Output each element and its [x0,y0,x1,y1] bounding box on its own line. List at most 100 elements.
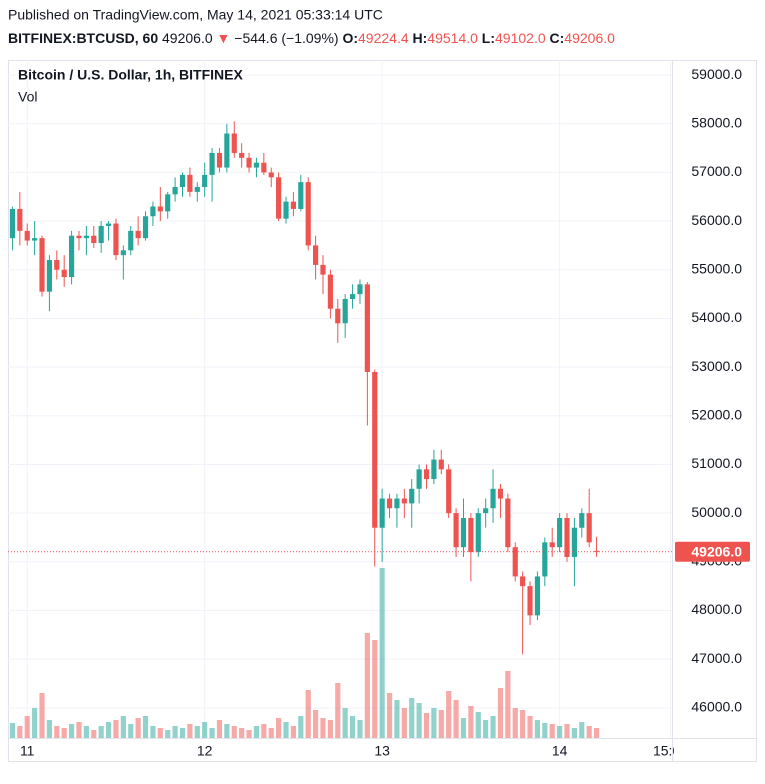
candle-body [379,498,385,528]
volume-bar [357,720,363,738]
volume-bar [246,730,252,738]
candle-body [32,238,38,241]
candle-body [253,162,260,168]
candle-body [564,518,570,557]
volume-bar [460,718,467,738]
candle-body [261,162,267,173]
candle-body [150,206,156,217]
volume-bar [290,726,297,738]
candle-body [290,201,297,209]
volume-bar [386,693,393,738]
volume-bar [98,726,104,738]
candle-body [313,245,319,265]
candle-body [453,513,459,548]
candle-body [342,298,348,324]
candle-body [327,274,333,309]
volume-bar [46,720,52,738]
volume-bar [165,730,171,738]
candle-body [9,208,16,239]
candle-body [483,508,489,514]
change: −544.6 (−1.09%) [234,30,338,46]
open-value: 49224.4 [358,30,409,46]
candle-body [475,513,481,553]
y-tick-label: 59000.0 [691,66,742,82]
candle-body [401,498,407,504]
candle-body [557,518,563,548]
close-value: 49206.0 [564,30,615,46]
volume-bar [209,728,215,738]
candle-body [431,459,437,480]
volume-bar [423,713,430,738]
volume-bar [83,726,89,738]
x-tick-label: 15:00 [653,743,688,759]
volume-bar [69,724,75,738]
candle-body [165,194,171,212]
symbol: BITFINEX:BTCUSD, 60 [8,30,158,46]
volume-bar [128,724,134,738]
candle-body [586,513,592,543]
volume-bar [157,728,163,738]
candle-body [320,264,326,275]
candle-body [120,250,126,256]
candle-body [91,235,97,244]
volume-bar [379,568,385,738]
volume-bar [394,700,400,738]
candle-body [98,225,104,244]
candle-body [157,206,163,212]
candle-layer [8,121,672,655]
volume-bar [342,708,348,738]
candle-body [283,201,289,219]
candle-body [446,469,452,514]
y-tick-label: 54000.0 [691,309,742,325]
candle-body [305,182,311,246]
time-axis: 11 12 13 14 15:00 [20,743,688,759]
volume-bar [172,726,178,738]
candle-body [187,174,193,192]
volume-bar [349,716,356,738]
volume-bar [298,716,304,738]
volume-label: Vol [18,89,37,105]
y-tick-label: 58000.0 [691,114,742,130]
candle-body [460,518,467,548]
candle-body [409,488,415,504]
x-tick-label: 11 [20,743,35,759]
y-tick-label: 53000.0 [691,358,742,374]
candle-body [372,371,378,528]
candle-body [490,488,496,509]
volume-bar [24,716,30,738]
volume-bar [135,718,141,738]
high-label: H: [413,30,428,46]
candle-body [497,488,504,499]
volume-bar [54,726,60,738]
candle-body [542,542,548,577]
volume-bar [17,726,23,738]
candle-body [216,152,223,168]
volume-bar [446,691,452,738]
volume-bar [416,703,422,738]
volume-bar [113,720,119,738]
volume-bar [76,722,82,738]
candle-body [105,223,112,226]
candle-body [76,235,82,239]
volume-bar [91,730,97,738]
volume-bar [571,728,577,738]
y-tick-label: 50000.0 [691,504,742,520]
volume-bar [438,710,444,738]
volume-bar [231,726,237,738]
volume-bar [179,728,186,738]
volume-bar [490,716,496,738]
candle-body [527,586,533,616]
y-tick-label: 55000.0 [691,260,742,276]
candle-body [17,208,23,231]
x-tick-label: 13 [374,743,390,759]
candle-body [549,542,555,548]
candle-body [349,294,356,299]
candle-body [298,182,304,209]
candle-body [386,498,393,509]
candle-body [512,547,518,577]
candle-body [54,260,60,270]
volume-bar [253,726,260,738]
volume-bar [468,706,474,738]
volume-bar [261,724,267,738]
volume-bar [9,723,16,738]
